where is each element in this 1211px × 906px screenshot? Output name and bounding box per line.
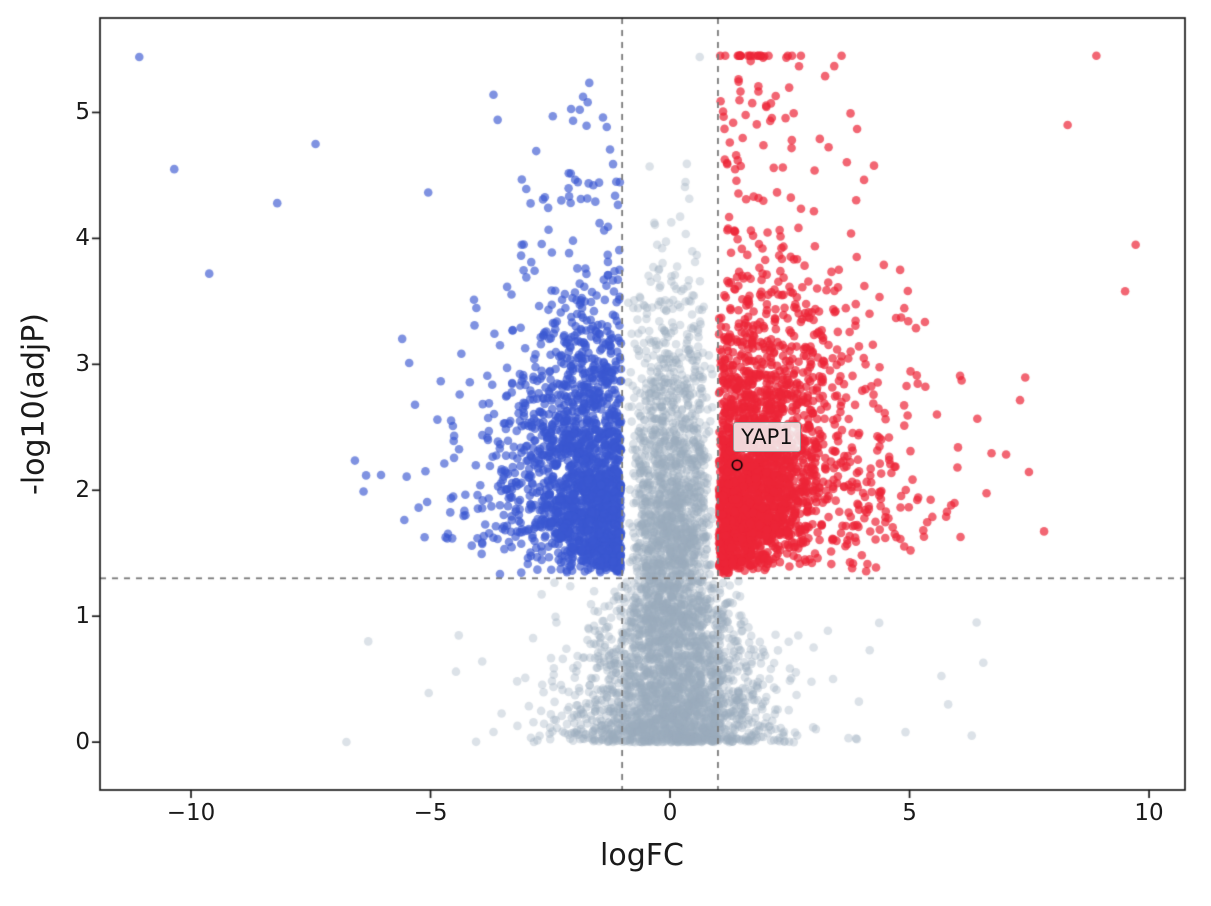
x-tick-label: −5: [413, 800, 448, 826]
y-tick-label: 4: [75, 225, 90, 252]
x-tick-label: 0: [662, 800, 678, 826]
gene-annotation-label: YAP1: [733, 422, 801, 453]
x-tick-label: −10: [166, 800, 216, 826]
x-tick-label: 5: [902, 800, 917, 826]
x-axis-label: logFC: [600, 838, 684, 873]
x-tick-label: 10: [1134, 800, 1164, 826]
y-tick-label: 1: [75, 603, 90, 630]
y-tick-label: 2: [75, 477, 90, 504]
y-tick-label: 3: [75, 351, 90, 378]
y-tick-label: 5: [75, 99, 90, 126]
y-axis-label: -log10(adjP): [16, 313, 52, 495]
y-tick-label: 0: [75, 729, 90, 756]
